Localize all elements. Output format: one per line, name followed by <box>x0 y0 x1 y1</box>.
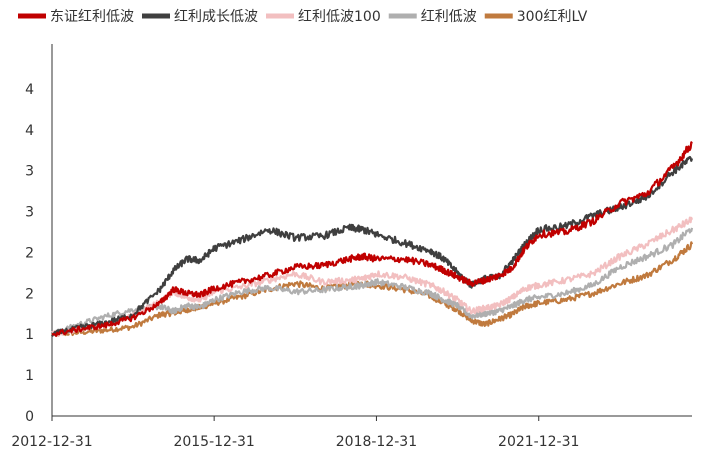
y-tick-label: 2 <box>25 245 34 261</box>
series-line <box>51 141 693 337</box>
legend-label: 300红利LV <box>517 9 588 25</box>
series-line <box>51 216 694 337</box>
y-axis: 0 1 1 2 2 3 3 4 4 <box>25 44 53 425</box>
y-tick-label: 4 <box>25 82 34 98</box>
legend-label: 红利成长低波 <box>174 9 258 25</box>
x-axis: 2012-12-31 2015-12-31 2018-12-31 2021-12-31 <box>11 415 692 450</box>
y-tick-label: 4 <box>25 123 34 139</box>
legend-label: 红利低波 <box>421 9 477 25</box>
legend: 东证红利低波 红利成长低波 红利低波100 红利低波 300红利LV <box>18 9 588 25</box>
legend-label: 红利低波100 <box>298 9 381 25</box>
x-tick-label: 2018-12-31 <box>336 434 417 450</box>
y-tick-label: 0 <box>25 409 34 425</box>
plot-area <box>51 141 694 337</box>
y-tick-label: 1 <box>25 368 34 384</box>
series-line <box>51 227 694 337</box>
y-tick-label: 3 <box>25 205 34 221</box>
y-tick-label: 2 <box>25 286 34 302</box>
y-tick-label: 3 <box>25 164 34 180</box>
x-tick-label: 2015-12-31 <box>173 434 254 450</box>
x-tick-label: 2012-12-31 <box>11 434 92 450</box>
series-line <box>51 155 694 337</box>
y-tick-label: 1 <box>25 327 34 343</box>
legend-label: 东证红利低波 <box>50 9 134 25</box>
x-tick-label: 2021-12-31 <box>498 434 579 450</box>
